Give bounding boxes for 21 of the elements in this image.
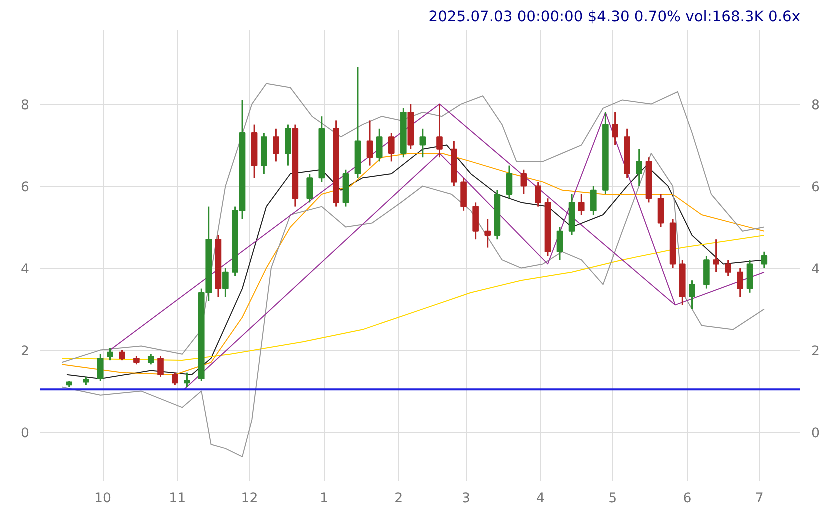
x-tick-label: 2 xyxy=(394,492,404,505)
y-tick-label: 8 xyxy=(21,98,30,114)
y2-tick-label: 2 xyxy=(812,344,820,360)
x-tick-label: 1 xyxy=(320,492,329,505)
y2-tick-label: 0 xyxy=(812,426,820,442)
x-tick-label: 11 xyxy=(169,492,186,505)
x-tick-label: 12 xyxy=(241,492,258,505)
x-tick-label: 6 xyxy=(683,492,692,505)
x-tick-label: 10 xyxy=(94,492,112,505)
y2-tick-label: 8 xyxy=(812,98,820,114)
y2-tick-label: 4 xyxy=(812,262,820,278)
y-tick-label: 6 xyxy=(21,180,30,196)
x-tick-label: 7 xyxy=(755,492,764,505)
y2-tick-label: 6 xyxy=(812,180,820,196)
x-tick-label: 3 xyxy=(462,492,470,505)
y-tick-label: 0 xyxy=(21,426,30,442)
chart-title: 2025.07.03 00:00:00 $4.30 0.70% vol:168.3K 0.6x xyxy=(428,8,801,26)
x-tick-label: 4 xyxy=(536,492,545,505)
y-tick-label: 2 xyxy=(21,344,30,360)
y-tick-label: 4 xyxy=(21,262,30,278)
x-tick-label: 5 xyxy=(608,492,618,505)
